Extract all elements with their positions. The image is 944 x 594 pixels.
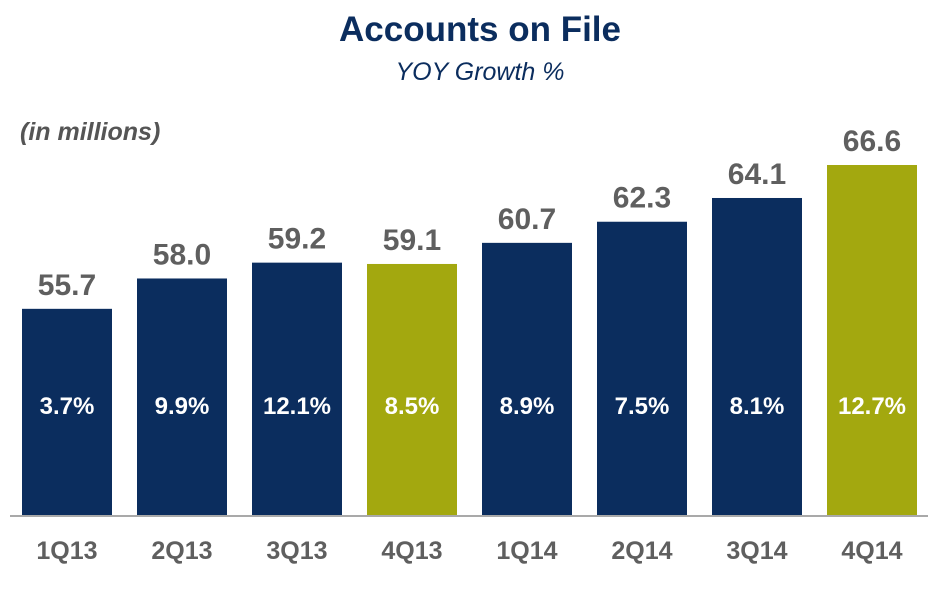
bar-1q13 (22, 308, 112, 516)
growth-label-2q13: 9.9% (155, 393, 210, 420)
growth-label-1q13: 3.7% (40, 393, 95, 420)
category-label-2q14: 2Q14 (611, 537, 672, 565)
value-label-1q13: 55.7 (38, 269, 96, 302)
value-label-1q14: 60.7 (498, 203, 556, 236)
bar-3q13 (252, 262, 342, 516)
value-label-2q14: 62.3 (613, 182, 671, 215)
category-label-4q13: 4Q13 (381, 537, 442, 565)
value-label-4q13: 59.1 (383, 224, 441, 257)
bar-1q14 (482, 242, 572, 516)
growth-label-2q14: 7.5% (615, 393, 670, 420)
growth-label-3q14: 8.1% (730, 393, 785, 420)
category-label-4q14: 4Q14 (841, 537, 902, 565)
growth-label-1q14: 8.9% (500, 393, 555, 420)
category-label-3q13: 3Q13 (266, 537, 327, 565)
value-label-3q14: 64.1 (728, 158, 786, 191)
bar-3q14 (712, 197, 802, 517)
category-label-3q14: 3Q14 (726, 537, 787, 565)
bar-4q13 (367, 263, 457, 516)
growth-label-4q14: 12.7% (838, 393, 906, 420)
growth-label-3q13: 12.1% (263, 393, 331, 420)
bars-layer: 55.7 3.7% 1Q13 58.0 9.9% 2Q13 59.2 12.1% 3Q13 59.… (22, 125, 917, 565)
value-label-3q13: 59.2 (268, 223, 326, 256)
bar-2q13 (137, 278, 227, 516)
category-label-1q14: 1Q14 (496, 537, 557, 565)
units-note: (in millions) (20, 118, 161, 146)
bar-2q14 (597, 221, 687, 516)
bar-4q14 (827, 165, 917, 516)
category-label-2q13: 2Q13 (151, 537, 212, 565)
growth-label-4q13: 8.5% (385, 393, 440, 420)
chart-subtitle: YOY Growth % (395, 58, 565, 86)
chart-title: Accounts on File (339, 10, 621, 49)
value-label-2q13: 58.0 (153, 238, 211, 271)
category-label-1q13: 1Q13 (36, 537, 97, 565)
value-label-4q14: 66.6 (843, 125, 901, 158)
